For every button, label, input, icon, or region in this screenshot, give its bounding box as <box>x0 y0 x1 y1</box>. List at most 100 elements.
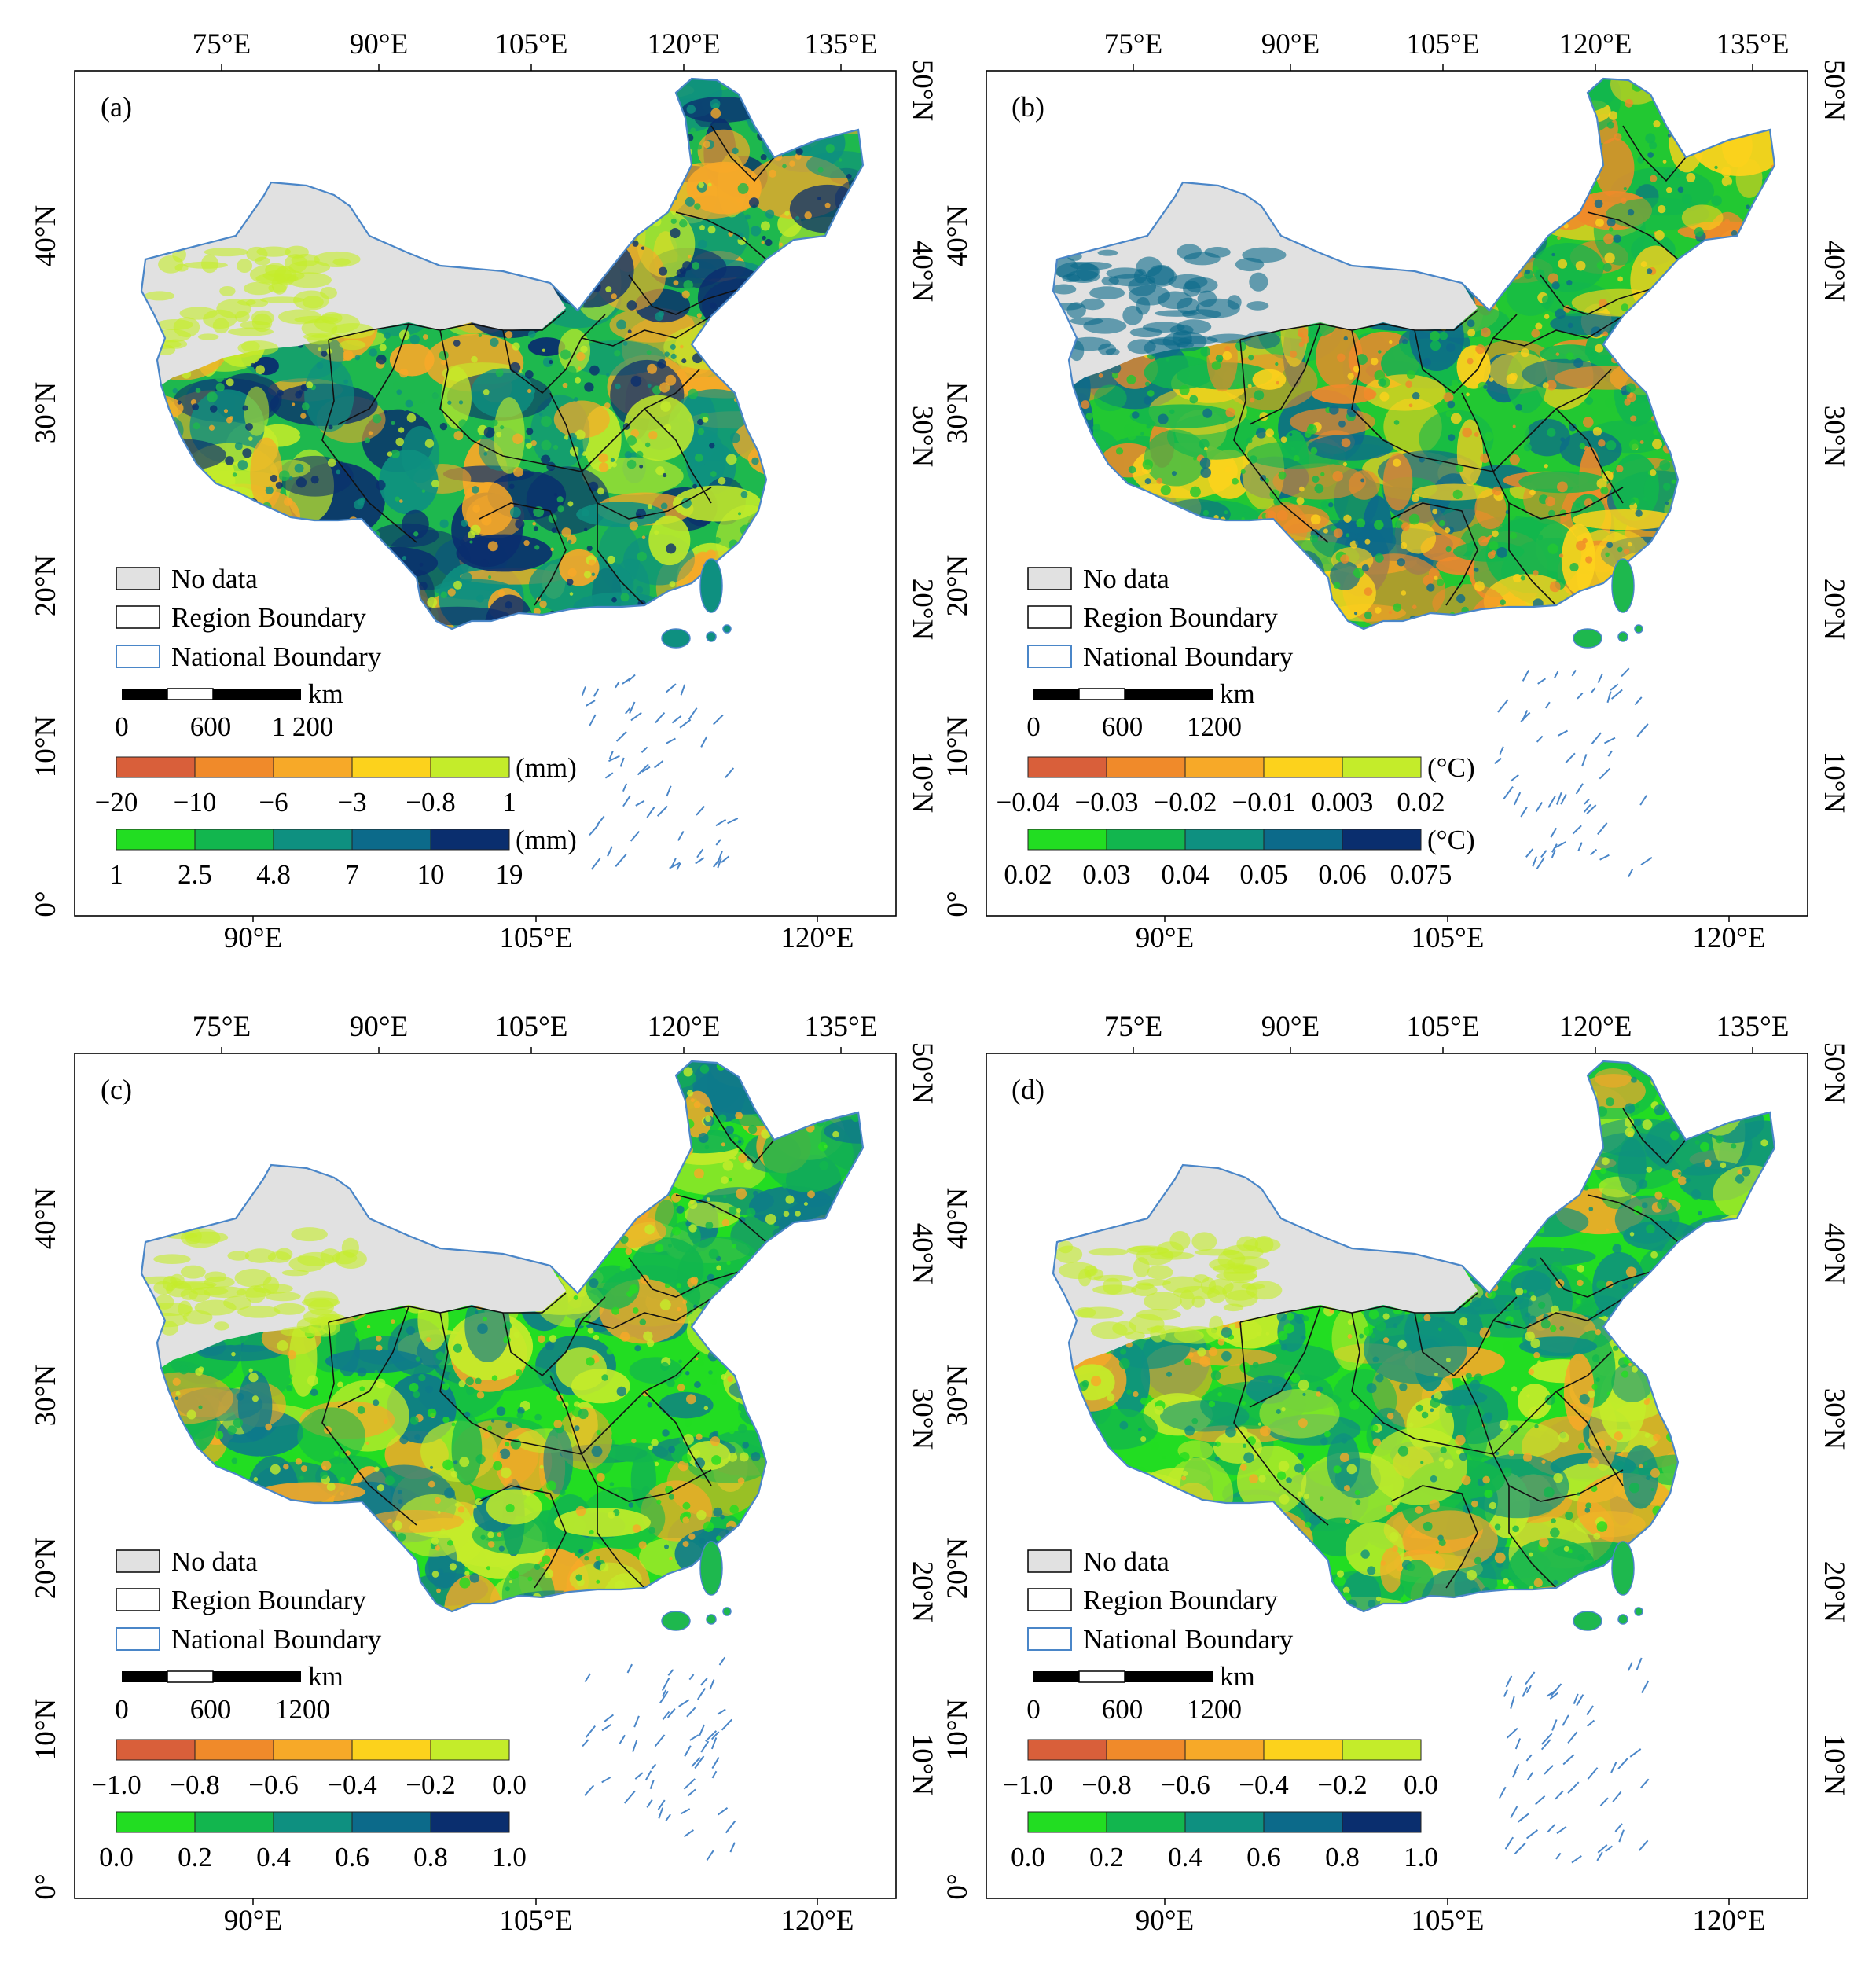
raster-speckle <box>265 486 274 494</box>
raster-speckle <box>1566 280 1573 286</box>
raster-speckle <box>722 1194 727 1199</box>
island <box>661 1611 691 1631</box>
map-panel-d: 75°E 90°E 105°E 120°E 135°E 90°E 105°E 120°E 0° 1… <box>912 983 1849 1965</box>
raster-speckle <box>768 169 777 178</box>
raster-speckle <box>482 1317 487 1322</box>
raster-speckle <box>1623 186 1627 191</box>
raster-speckle <box>1627 542 1632 547</box>
raster-speckle <box>1605 1097 1615 1107</box>
raster-speckle <box>398 368 409 378</box>
raster-speckle <box>1677 186 1684 193</box>
raster-speckle <box>783 1211 790 1218</box>
raster-speckle <box>838 158 843 162</box>
raster-speckle <box>526 428 534 435</box>
island <box>706 1614 717 1625</box>
raster-speckle <box>625 1248 633 1255</box>
region-boundary <box>1249 323 1321 425</box>
raster-speckle <box>453 340 461 347</box>
raster-speckle <box>1323 528 1328 534</box>
raster-speckle <box>715 1535 721 1542</box>
colorbar-pos-tick: 0.075 <box>1390 859 1452 890</box>
raster-speckle <box>374 1369 379 1374</box>
raster-speckle <box>1596 478 1607 489</box>
raster-speckle <box>571 1417 575 1421</box>
raster-speckle <box>1439 331 1448 340</box>
south-sea-dash <box>676 862 681 870</box>
left-lat-label: 40°N <box>30 1188 62 1250</box>
nodata-speckle <box>273 1303 306 1315</box>
raster-speckle <box>234 442 243 450</box>
raster-speckle <box>1746 204 1750 210</box>
raster-speckle <box>354 355 361 361</box>
colorbar-neg-bin <box>430 756 510 778</box>
raster-speckle <box>413 531 419 537</box>
nodata-speckle <box>1182 309 1222 320</box>
raster-speckle <box>175 1391 181 1396</box>
south-sea-dash <box>593 688 600 697</box>
raster-speckle <box>505 330 513 339</box>
raster-speckle <box>278 470 290 482</box>
raster-speckle <box>476 1391 485 1399</box>
raster-speckle <box>753 1190 758 1196</box>
raster-speckle <box>1613 234 1622 244</box>
raster-speckle <box>1200 467 1212 478</box>
raster-speckle <box>496 1406 506 1417</box>
nodata-speckle <box>1235 257 1265 272</box>
raster-speckle <box>596 1472 605 1482</box>
left-lat-label: 40°N <box>942 205 974 267</box>
colorbar-pos-unit: (°C) <box>1427 825 1475 855</box>
raster-speckle <box>631 1438 637 1444</box>
raster-speckle <box>1614 133 1622 141</box>
raster-speckle <box>406 413 417 423</box>
raster-speckle <box>357 1406 365 1414</box>
raster-speckle <box>1290 446 1295 451</box>
raster-speckle <box>646 1339 655 1347</box>
raster-speckle <box>1557 236 1561 241</box>
raster-speckle <box>732 1156 736 1160</box>
raster-speckle <box>475 1310 479 1314</box>
raster-speckle <box>1509 454 1520 465</box>
raster-speckle <box>676 1306 681 1312</box>
raster-speckle <box>1455 1435 1466 1446</box>
raster-speckle <box>670 353 677 360</box>
raster-speckle <box>450 1470 458 1478</box>
raster-speckle <box>720 1176 729 1185</box>
raster-speckle <box>538 1335 545 1343</box>
scalebar-seg-1 <box>122 1671 167 1682</box>
raster-speckle <box>1489 541 1499 551</box>
raster-speckle <box>744 214 751 220</box>
south-sea-dash <box>1560 794 1567 805</box>
raster-speckle <box>1255 428 1267 439</box>
raster-speckle <box>420 398 426 404</box>
raster-patch <box>237 1370 273 1441</box>
south-sea-dash <box>1540 850 1547 858</box>
nodata-speckle <box>246 246 268 262</box>
colorbar-pos-bin <box>1184 829 1265 851</box>
south-sea-dash <box>727 818 739 825</box>
raster-speckle <box>1474 432 1479 437</box>
raster-patch <box>250 437 283 511</box>
raster-speckle <box>1647 152 1654 158</box>
raster-speckle <box>687 254 692 259</box>
raster-speckle <box>710 108 721 119</box>
raster-speckle <box>286 1452 296 1462</box>
raster-speckle <box>391 421 395 425</box>
south-sea-dash <box>625 707 631 715</box>
raster-speckle <box>512 433 523 444</box>
raster-speckle <box>647 1402 652 1408</box>
raster-speckle <box>366 1325 371 1329</box>
raster-patch <box>558 329 591 373</box>
raster-speckle <box>1355 1499 1361 1505</box>
raster-speckle <box>1242 1443 1247 1448</box>
raster-speckle <box>1202 408 1213 418</box>
raster-speckle <box>447 588 456 597</box>
raster-speckle <box>469 1572 480 1583</box>
raster-speckle <box>1147 390 1155 397</box>
legend-national-swatch <box>1027 645 1072 668</box>
raster-speckle <box>1254 390 1265 401</box>
colorbar-neg-tick: −3 <box>337 787 366 818</box>
colorbar-pos-bin <box>430 829 510 851</box>
raster-speckle <box>641 1486 650 1495</box>
raster-speckle <box>166 386 171 391</box>
colorbar-neg-tick: −0.03 <box>1075 787 1139 818</box>
